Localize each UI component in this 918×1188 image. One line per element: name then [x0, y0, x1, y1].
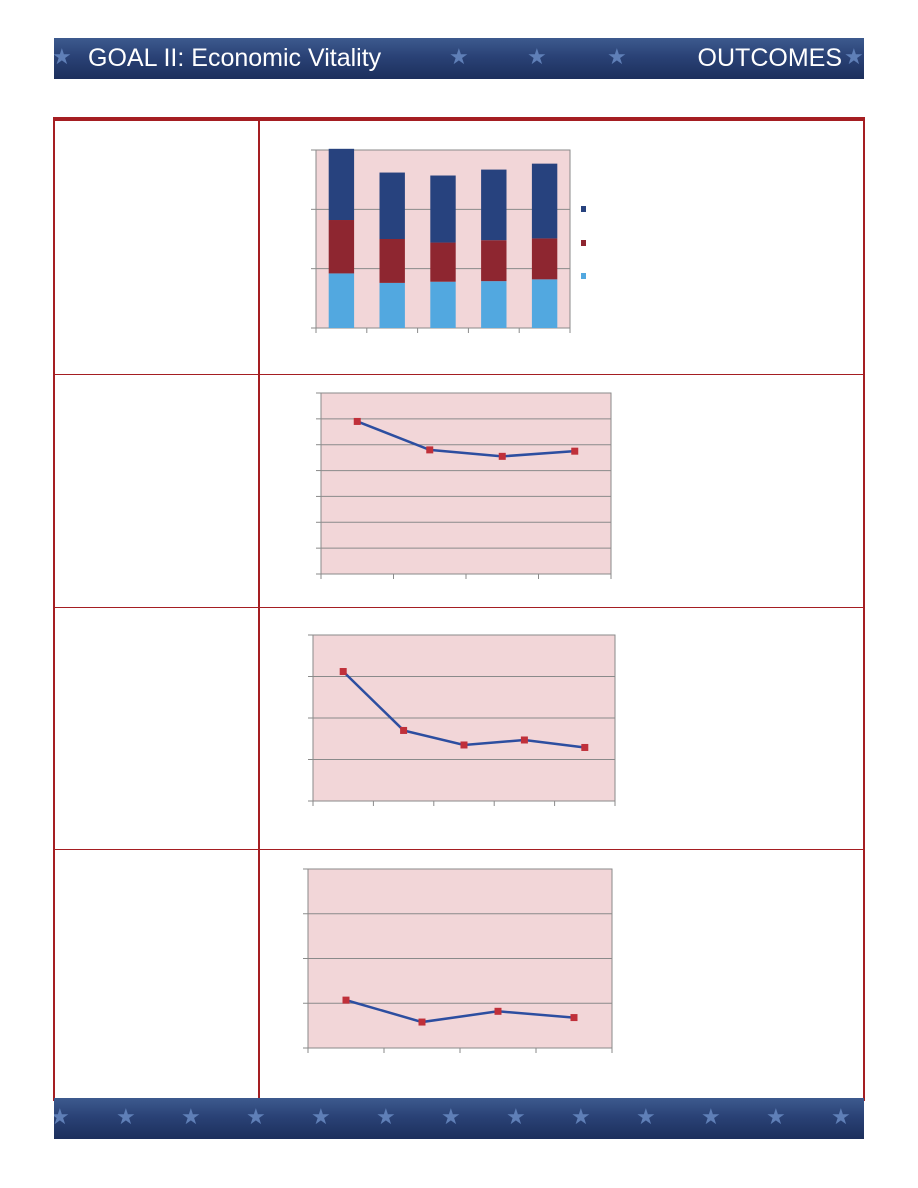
data-point: [418, 1018, 426, 1026]
bar-segment-0: [430, 281, 456, 328]
legend-swatch: [581, 273, 586, 279]
bar-segment-2: [430, 175, 456, 243]
data-point: [460, 741, 468, 749]
data-point: [400, 726, 408, 734]
star-icon: ★: [181, 1105, 201, 1130]
stacked-bar-chart: [311, 148, 586, 333]
bar-segment-1: [430, 242, 456, 282]
star-icon: ★: [54, 45, 72, 70]
series-line: [356, 420, 575, 458]
bar-segment-2: [481, 169, 507, 241]
data-point: [353, 417, 361, 425]
data-point: [342, 996, 350, 1004]
data-point: [494, 1007, 502, 1015]
legend-swatch: [581, 240, 586, 246]
data-point: [581, 743, 589, 751]
row-divider: [55, 607, 863, 608]
bar-segment-2: [531, 163, 558, 239]
star-icon: ★: [607, 45, 627, 70]
star-icon: ★: [441, 1105, 461, 1130]
legend-swatch: [581, 206, 586, 212]
star-icon: ★: [54, 1105, 70, 1130]
data-point: [570, 1014, 578, 1022]
bar-segment-2: [379, 172, 405, 239]
plot-area: [320, 392, 612, 575]
star-icon: ★: [376, 1105, 396, 1130]
line-chart-3: [303, 868, 613, 1053]
bar-segment-1: [531, 238, 558, 280]
bar-segment-1: [328, 220, 355, 274]
bar-segment-2: [328, 148, 355, 221]
star-icon: ★: [116, 1105, 136, 1130]
line-chart-2: [308, 634, 616, 806]
line-chart-1: [316, 392, 612, 579]
star-icon: ★: [246, 1105, 266, 1130]
star-icon: ★: [449, 45, 469, 70]
data-point: [498, 452, 506, 460]
bar-segment-0: [481, 281, 507, 328]
star-icon: ★: [311, 1105, 331, 1130]
star-icon: ★: [701, 1105, 721, 1130]
bar-segment-1: [481, 240, 507, 282]
row-divider: [55, 374, 863, 375]
row-divider: [55, 849, 863, 850]
bar-segment-0: [531, 279, 558, 328]
bar-segment-1: [379, 239, 405, 283]
header-banner: ★ ★ ★ ★ ★ GOAL II: Economic Vitality OUT…: [54, 38, 864, 79]
bar-segment-0: [379, 282, 405, 328]
star-icon: ★: [527, 45, 547, 70]
star-icon: ★: [571, 1105, 591, 1130]
star-icon: ★: [844, 45, 864, 70]
page-title: GOAL II: Economic Vitality: [88, 44, 382, 72]
footer-banner: ★ ★ ★ ★ ★ ★ ★ ★ ★ ★ ★ ★ ★: [54, 1098, 864, 1139]
data-point: [339, 668, 347, 676]
bar-segment-0: [328, 273, 355, 328]
data-point: [520, 736, 528, 744]
series-line: [345, 998, 575, 1024]
star-icon: ★: [506, 1105, 526, 1130]
data-point: [571, 447, 579, 455]
star-icon: ★: [766, 1105, 786, 1130]
star-icon: ★: [831, 1105, 851, 1130]
section-label: OUTCOMES: [697, 44, 842, 72]
star-icon: ★: [636, 1105, 656, 1130]
column-divider: [258, 121, 260, 1099]
data-point: [426, 446, 434, 454]
